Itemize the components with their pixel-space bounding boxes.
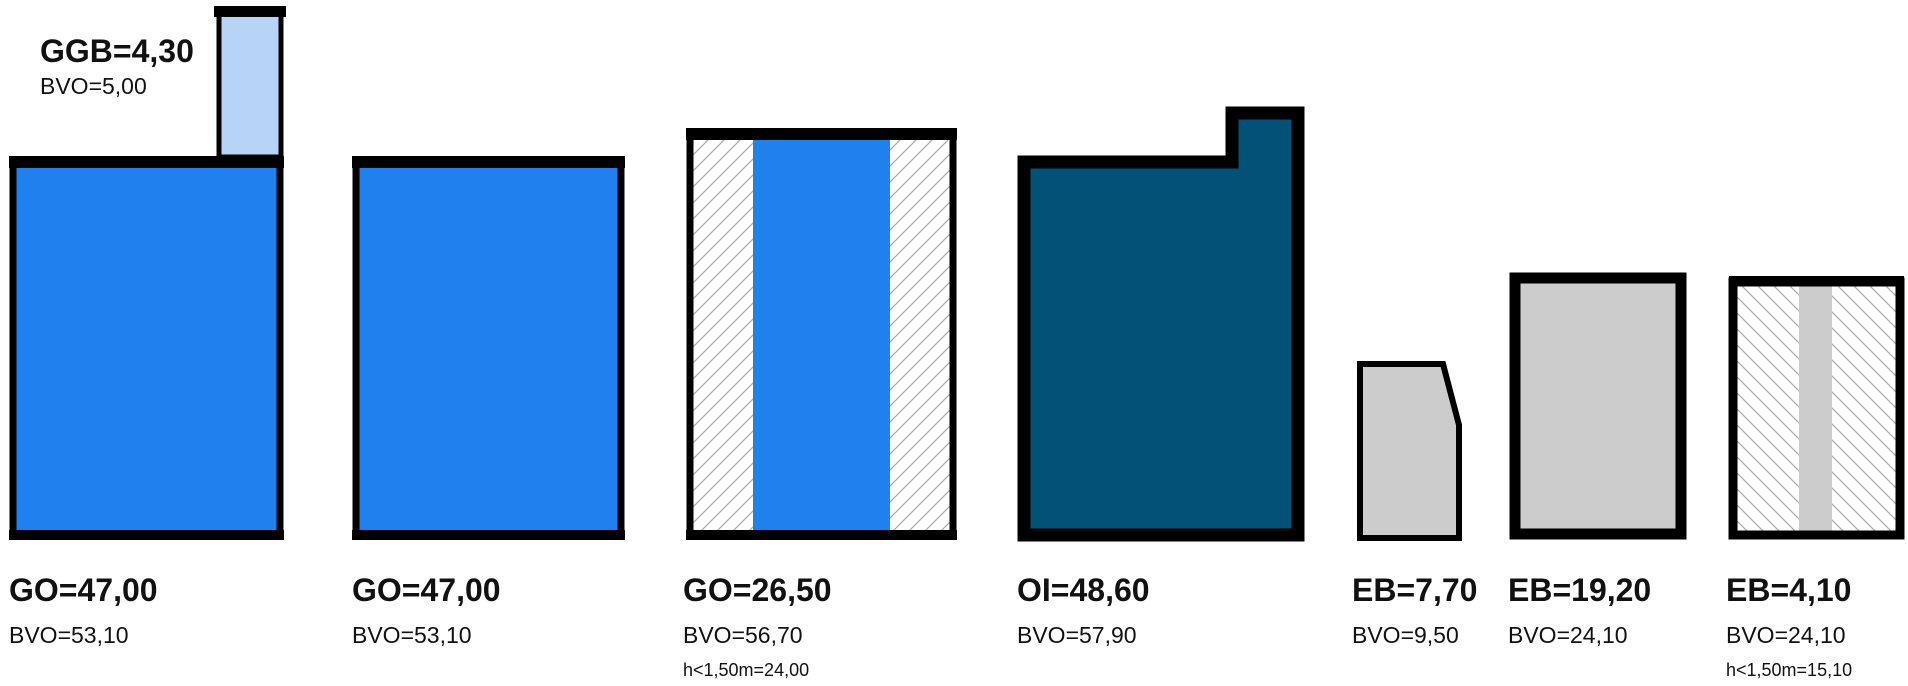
block-3-area-label: GO=26,50 (683, 574, 832, 606)
hatched-area-right (1832, 282, 1900, 535)
eb-shape-1 (1360, 364, 1459, 538)
hatched-area-right (890, 134, 953, 535)
block-go-2 (352, 156, 625, 540)
eb-shape-2 (1515, 278, 1681, 534)
go-shape-2 (356, 162, 621, 535)
block-2-bvo-label: BVO=53,10 (352, 624, 472, 647)
go-shape-1 (13, 162, 280, 535)
block-eb-2 (1515, 278, 1681, 534)
block-oi (1024, 113, 1298, 535)
ggb-area-label: GGB=4,30 (40, 35, 194, 67)
ggb-shape (219, 11, 281, 157)
hatched-area-left (1733, 282, 1799, 535)
go-shape-3 (753, 134, 890, 535)
block-eb-1 (1360, 364, 1459, 538)
block-6-bvo-label: BVO=24,10 (1508, 624, 1628, 647)
block-1-bvo-label: BVO=53,10 (9, 624, 129, 647)
block-3-low-height-note: h<1,50m=24,00 (683, 661, 809, 679)
block-7-low-height-note: h<1,50m=15,10 (1726, 661, 1852, 679)
block-4-area-label: OI=48,60 (1017, 574, 1150, 606)
oi-shape (1024, 113, 1298, 535)
block-eb-3 (1729, 276, 1904, 535)
block-go-3 (686, 128, 957, 540)
block-1-area-label: GO=47,00 (9, 574, 158, 606)
block-5-area-label: EB=7,70 (1352, 574, 1477, 606)
block-6-area-label: EB=19,20 (1508, 574, 1651, 606)
hatched-area-left (690, 134, 753, 535)
block-7-area-label: EB=4,10 (1726, 574, 1851, 606)
eb-shape-3 (1799, 282, 1832, 535)
block-7-bvo-label: BVO=24,10 (1726, 624, 1846, 647)
block-5-bvo-label: BVO=9,50 (1352, 624, 1459, 647)
ggb-bvo-label: BVO=5,00 (40, 75, 147, 98)
block-3-bvo-label: BVO=56,70 (683, 624, 803, 647)
block-2-area-label: GO=47,00 (352, 574, 501, 606)
block-4-bvo-label: BVO=57,90 (1017, 624, 1137, 647)
